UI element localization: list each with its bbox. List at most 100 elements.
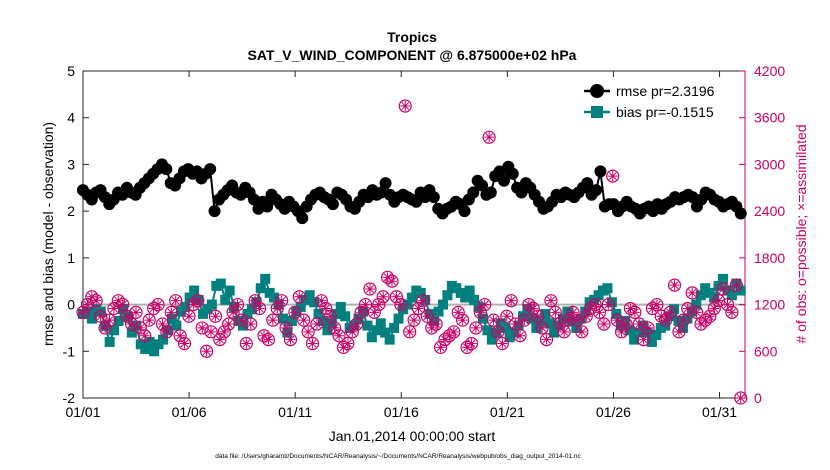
obs-point <box>588 297 602 312</box>
obs-possible-marker <box>235 313 249 327</box>
obs-assimilated-marker <box>629 307 640 318</box>
rmse-point <box>467 186 480 199</box>
obs-point <box>478 297 492 312</box>
bias-point <box>500 322 511 333</box>
obs-assimilated-marker <box>607 171 618 182</box>
obs-point <box>667 278 682 292</box>
obs-assimilated-marker <box>373 299 384 310</box>
bias-point <box>571 322 582 333</box>
x-tick-label: 01/31 <box>702 404 737 420</box>
obs-possible-marker <box>619 317 633 331</box>
obs-possible-marker <box>456 313 470 327</box>
obs-point <box>570 313 585 327</box>
y2-tick-label: 600 <box>754 343 778 359</box>
obs-assimilated-marker <box>417 295 428 306</box>
obs-point <box>94 309 108 323</box>
bias-point <box>633 327 644 338</box>
obs-possible-marker <box>716 282 730 296</box>
obs-point <box>566 305 580 319</box>
obs-point <box>575 325 589 339</box>
obs-assimilated-marker <box>620 319 631 330</box>
obs-point <box>681 301 695 316</box>
obs-possible-marker <box>632 317 646 331</box>
bias-point <box>691 299 702 310</box>
obs-assimilated-marker <box>590 299 601 310</box>
obs-possible-marker <box>191 294 205 308</box>
legend-box <box>580 78 738 122</box>
bias-point <box>513 320 524 331</box>
obs-possible-marker <box>107 301 121 316</box>
obs-possible-marker <box>504 294 518 308</box>
y2-tick-label: 2400 <box>754 203 785 219</box>
obs-possible-marker <box>341 336 355 351</box>
bias-point <box>313 308 324 319</box>
obs-point <box>288 305 302 319</box>
obs-possible-marker <box>584 301 598 316</box>
obs-point <box>102 313 117 327</box>
obs-possible-marker <box>138 329 152 343</box>
obs-possible-marker <box>350 317 364 331</box>
obs-possible-marker <box>469 321 483 335</box>
obs-assimilated-marker <box>510 319 521 330</box>
obs-point <box>310 317 324 331</box>
obs-assimilated-marker <box>669 280 680 291</box>
y2-tick-label: 0 <box>754 390 762 406</box>
obs-possible-marker <box>257 329 271 343</box>
obs-point <box>637 333 651 347</box>
obs-point <box>200 344 214 358</box>
obs-point <box>504 294 518 308</box>
obs-possible-marker <box>654 309 668 323</box>
obs-point <box>403 325 417 339</box>
obs-assimilated-marker <box>598 319 609 330</box>
y2-tick-label: 3600 <box>754 110 785 126</box>
obs-possible-marker <box>363 282 377 296</box>
bias-point <box>86 313 97 324</box>
obs-point <box>142 313 156 327</box>
obs-assimilated-marker <box>289 307 300 318</box>
obs-point <box>597 317 611 331</box>
obs-point <box>592 305 607 319</box>
obs-assimilated-marker <box>506 295 517 306</box>
y-tick-label: 5 <box>67 63 75 79</box>
rmse-point <box>427 191 440 204</box>
bias-point <box>695 290 706 301</box>
obs-assimilated-marker <box>276 295 287 306</box>
obs-possible-marker <box>500 309 514 323</box>
obs-point <box>557 325 571 339</box>
obs-possible-marker <box>694 317 708 331</box>
bias-point <box>389 322 400 333</box>
bias-point <box>149 346 160 357</box>
obs-possible-marker <box>169 294 183 308</box>
obs-possible-marker <box>204 325 218 339</box>
obs-assimilated-marker <box>219 326 230 337</box>
obs-possible-marker <box>367 305 381 319</box>
obs-assimilated-marker <box>537 322 548 333</box>
obs-assimilated-marker <box>448 326 459 337</box>
obs-point <box>107 301 121 316</box>
obs-point <box>376 290 390 304</box>
obs-possible-marker <box>89 294 103 308</box>
data-file-footnote: data file: /Users/gharamti/Documents/NCA… <box>215 453 581 460</box>
obs-point <box>720 297 735 312</box>
rmse-point <box>326 198 339 211</box>
obs-point <box>80 297 95 312</box>
obs-assimilated-marker <box>166 307 177 318</box>
obs-point <box>579 309 593 323</box>
obs-possible-marker <box>522 297 536 312</box>
obs-point <box>544 294 558 308</box>
obs-possible-marker <box>698 313 713 327</box>
bias-point <box>406 292 417 303</box>
obs-point <box>734 391 748 405</box>
obs-assimilated-marker <box>307 338 318 349</box>
obs-assimilated-marker <box>400 101 411 112</box>
bias-point <box>362 320 373 331</box>
obs-assimilated-marker <box>175 330 186 341</box>
obs-possible-marker <box>623 301 637 316</box>
obs-point <box>169 294 183 308</box>
bias-point <box>140 343 151 354</box>
bias-point <box>646 336 657 347</box>
x-tick-label: 01/01 <box>65 404 100 420</box>
obs-point <box>398 99 412 113</box>
obs-possible-marker <box>725 305 739 319</box>
bias-point <box>509 327 520 338</box>
